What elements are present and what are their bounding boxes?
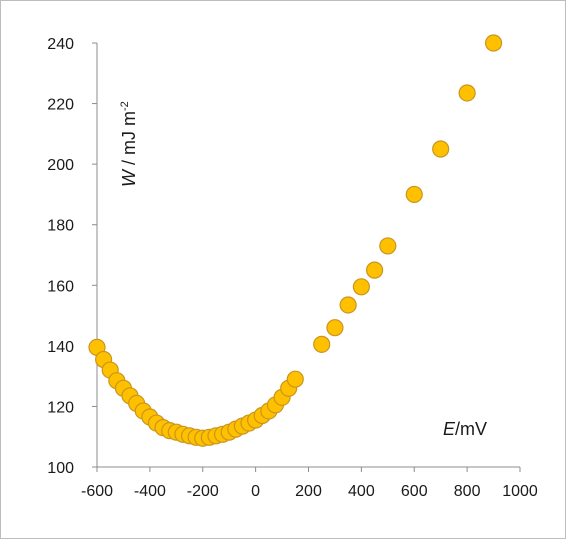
x-tick-label: -600 <box>81 483 113 500</box>
data-point <box>432 140 450 158</box>
y-tick-label: 200 <box>47 157 74 174</box>
y-axis-unit: / mJ m <box>119 111 139 170</box>
y-tick-label: 120 <box>47 399 74 416</box>
data-point <box>313 335 331 353</box>
axis-titles: W / mJ m-2 E/mV <box>119 101 487 439</box>
data-point <box>379 237 397 255</box>
x-tick-label: 400 <box>348 483 375 500</box>
data-point <box>458 84 476 102</box>
data-point <box>326 319 344 337</box>
y-tick-label: 240 <box>47 36 74 53</box>
y-tick-label: 180 <box>47 218 74 235</box>
data-point <box>365 261 384 279</box>
data-point <box>484 34 503 52</box>
y-axis-title: W / mJ m-2 <box>119 101 139 187</box>
x-tick-label: 600 <box>401 483 428 500</box>
tick-labels: 100 120 140 160 180 200 220 240 -600 -400 -200 0 200… <box>47 36 538 500</box>
y-axis-exponent: -2 <box>119 101 131 111</box>
x-axis-unit: /mV <box>455 419 487 439</box>
data-point <box>286 370 304 388</box>
x-tick-label: -400 <box>134 483 166 500</box>
y-tick-label: 160 <box>47 278 74 295</box>
data-point <box>405 185 423 204</box>
x-tick-label: 0 <box>251 483 260 500</box>
data-point <box>352 278 370 296</box>
y-tick-label: 220 <box>47 97 74 114</box>
x-tick-label: 1000 <box>502 483 538 500</box>
data-points <box>88 34 503 447</box>
y-axis-variable: W <box>119 168 139 187</box>
data-point <box>339 296 357 314</box>
x-tick-label: 800 <box>454 483 481 500</box>
y-tick-label: 140 <box>47 339 74 356</box>
x-axis-title: E/mV <box>443 419 487 439</box>
x-tick-label: -200 <box>187 483 219 500</box>
x-axis-variable: E <box>443 419 456 439</box>
x-tick-label: 200 <box>295 483 322 500</box>
axes <box>92 42 521 472</box>
y-tick-label: 100 <box>47 460 74 477</box>
